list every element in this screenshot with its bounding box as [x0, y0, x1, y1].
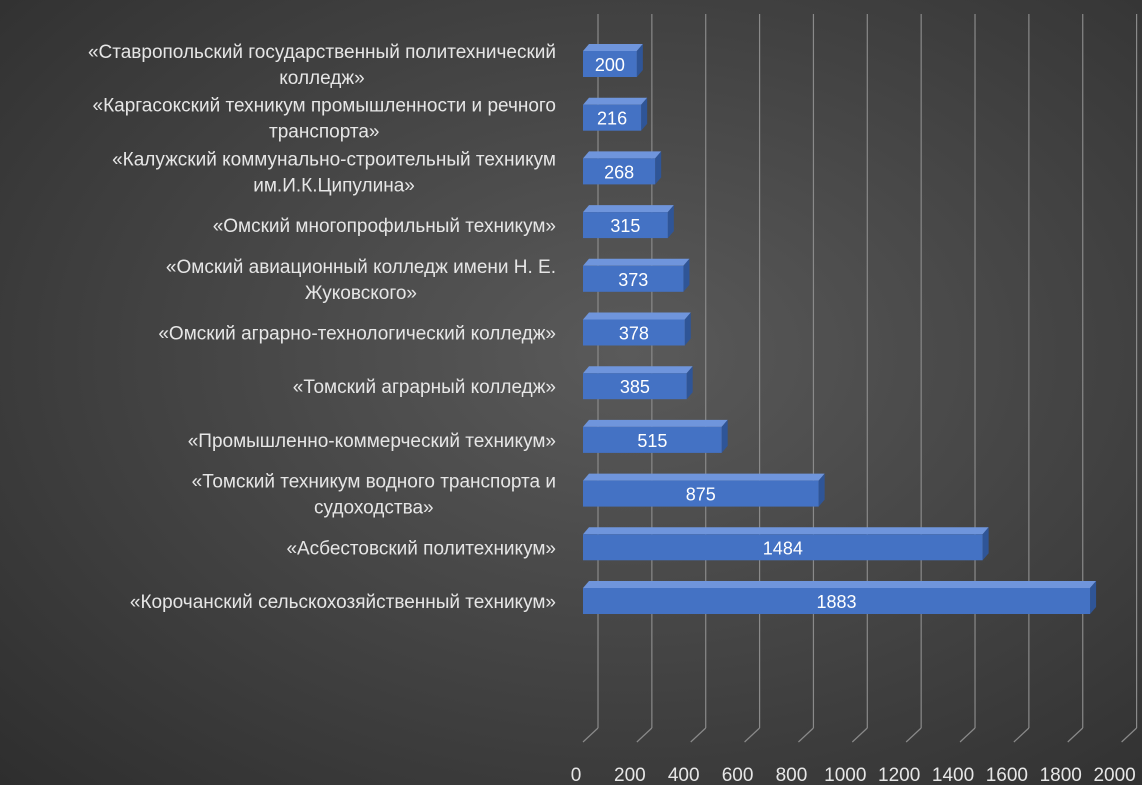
- bar: [583, 44, 643, 77]
- gridline: [1013, 14, 1030, 743]
- x-axis-tick-labels: 0 200 400 600 800 1000 1200 1400 1600 1800 2000: [571, 765, 1136, 785]
- data-label: 385: [620, 377, 650, 397]
- gridline: [851, 14, 868, 743]
- data-label: 875: [686, 485, 716, 505]
- bar: [583, 419, 728, 453]
- data-label: 373: [618, 270, 648, 290]
- bar: [583, 581, 1097, 614]
- x-tick-label: 1200: [878, 765, 920, 785]
- gridline: [1121, 14, 1138, 743]
- data-label: 515: [637, 431, 667, 451]
- data-label: 216: [597, 109, 627, 129]
- category-label: «Томский аграрный колледж»: [293, 377, 556, 398]
- bars: 200 216 268 315 373 378 385 515 875 1484 1883: [583, 44, 1097, 614]
- x-tick-label: 800: [776, 765, 808, 785]
- bar: [583, 258, 690, 292]
- data-label: 1883: [817, 592, 857, 612]
- category-label: «Омский авиационный колледж имени Н. Е. Ж…: [166, 257, 556, 304]
- bar: [583, 97, 648, 131]
- data-label: 200: [595, 55, 625, 75]
- category-label: «Томский техникум водного транспорта и су…: [192, 472, 556, 519]
- bar: [583, 366, 693, 400]
- x-tick-label: 400: [668, 765, 700, 785]
- data-label: 315: [610, 216, 640, 236]
- bar: [583, 527, 989, 561]
- category-label: «Ставропольский государственный политехн…: [88, 42, 556, 89]
- x-tick-label: 1000: [824, 765, 866, 785]
- category-label: «Омский многопрофильный техникум»: [213, 216, 556, 237]
- x-tick-label: 200: [614, 765, 646, 785]
- category-label: «Омский аграрно-технологический колледж»: [158, 324, 556, 345]
- gridline: [959, 14, 976, 743]
- x-tick-label: 2000: [1093, 765, 1135, 785]
- gridline: [690, 14, 707, 743]
- gridline: [905, 14, 922, 743]
- x-tick-label: 0: [571, 765, 582, 785]
- data-label: 378: [619, 324, 649, 344]
- data-label: 1484: [763, 538, 803, 558]
- x-tick-label: 1600: [986, 765, 1028, 785]
- bar: [583, 151, 662, 185]
- gridline: [744, 14, 761, 743]
- data-label: 268: [604, 162, 634, 182]
- category-label: «Калужский коммунально-строительный техн…: [112, 149, 556, 196]
- gridline: [1067, 14, 1084, 743]
- bar: [583, 205, 674, 239]
- x-tick-label: 1800: [1040, 765, 1082, 785]
- x-tick-label: 1400: [932, 765, 974, 785]
- bar: [583, 473, 825, 507]
- category-label: «Промышленно-коммерческий техникум»: [188, 431, 556, 452]
- category-labels: «Ставропольский государственный политехн…: [88, 42, 556, 613]
- category-label: «Асбестовский политехникум»: [286, 538, 556, 559]
- category-label: «Корочанский сельскохозяйственный техник…: [130, 592, 556, 613]
- bar: [583, 312, 691, 346]
- category-label: «Каргасокский техникум промышленности и …: [93, 96, 557, 143]
- x-tick-label: 600: [722, 765, 754, 785]
- gridline: [798, 14, 815, 743]
